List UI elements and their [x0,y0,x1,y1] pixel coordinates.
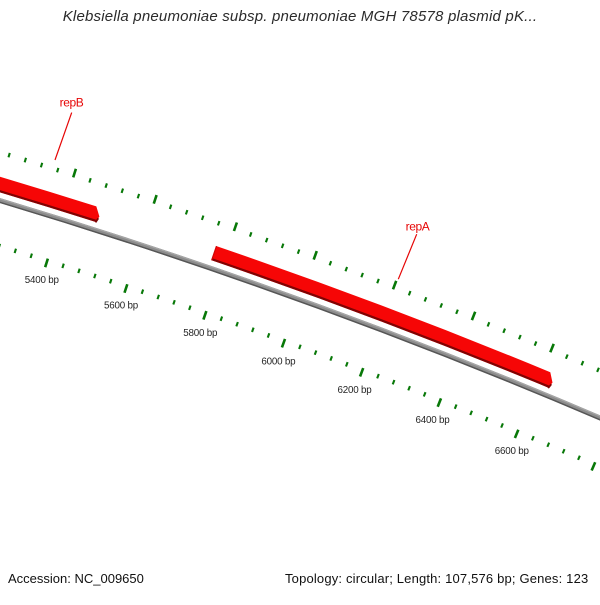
svg-text:5600 bp: 5600 bp [104,301,139,312]
svg-text:6400 bp: 6400 bp [415,415,450,426]
svg-text:5400 bp: 5400 bp [25,275,60,286]
svg-text:6000 bp: 6000 bp [261,357,296,368]
svg-text:5800 bp: 5800 bp [183,328,218,339]
svg-text:repB: repB [60,96,84,110]
svg-text:repA: repA [406,220,430,234]
svg-text:6600 bp: 6600 bp [495,446,530,457]
svg-text:6200 bp: 6200 bp [337,385,372,396]
